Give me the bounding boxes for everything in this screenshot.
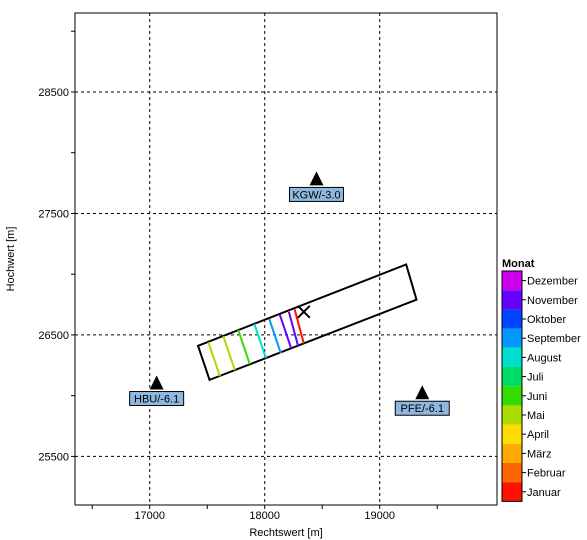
legend-swatch	[502, 290, 522, 310]
station-triangle-icon	[309, 171, 324, 186]
legend-label: Dezember	[527, 276, 578, 288]
y-tick-label: 27500	[38, 208, 69, 220]
plot-frame	[74, 12, 498, 506]
station-label: HBU/-6.1	[134, 394, 179, 406]
station-2: PFE/-6.1	[394, 385, 450, 416]
isochrone-line	[237, 329, 251, 365]
legend-label: Februar	[527, 468, 566, 480]
x-ticks: 17000 18000 19000	[91, 505, 438, 522]
legend-label: April	[527, 429, 549, 441]
x-tick-label: 19000	[364, 510, 395, 522]
legend-swatch	[502, 309, 522, 329]
x-tick-label: 17000	[134, 510, 165, 522]
isochrone-line	[207, 341, 221, 377]
legend-label: Juli	[527, 372, 544, 384]
station-1: HBU/-6.1	[129, 375, 185, 407]
station-label-box	[288, 186, 344, 202]
legend-swatch	[502, 443, 522, 463]
legend-swatch	[502, 405, 522, 425]
y-tick-label: 26500	[38, 330, 69, 342]
legend-swatch	[502, 271, 522, 291]
legend-swatch	[502, 367, 522, 387]
isochrone-line	[287, 311, 300, 347]
legend-swatch	[502, 424, 522, 444]
legend-label: Oktober	[527, 314, 566, 326]
legend-title: Monat	[502, 258, 535, 270]
y-tick-label: 28500	[38, 87, 69, 99]
station-0: KGW/-3.0	[288, 171, 344, 202]
legend-swatch	[502, 347, 522, 367]
isochrone-line	[268, 318, 282, 354]
station-label: KGW/-3.0	[292, 189, 340, 201]
station-triangle-icon	[149, 375, 164, 390]
model-area-polygon	[196, 263, 418, 382]
legend-label: März	[527, 448, 551, 460]
station-label: PFE/-6.1	[401, 403, 444, 415]
isochrone-line	[253, 323, 267, 359]
legend: Monat Dezember November Oktober September Aug…	[501, 258, 581, 502]
legend-swatch	[502, 328, 522, 348]
isochrone-line	[293, 309, 305, 344]
stations: KGW/-3.0 HBU/-6.1 PFE/-6.1	[129, 171, 450, 416]
y-axis-label: Hochwert [m]	[5, 227, 17, 292]
legend-swatch	[502, 463, 522, 483]
isochrone-line	[222, 335, 236, 371]
legend-label: September	[527, 333, 581, 345]
station-label-box	[129, 391, 185, 407]
station-triangle-icon	[415, 385, 430, 400]
legend-label: Januar	[527, 487, 561, 499]
legend-colorbar-frame	[501, 270, 523, 502]
y-ticks: 25500 26500 27500 28500	[38, 30, 75, 463]
legend-swatch	[502, 386, 522, 406]
legend-swatch	[502, 482, 522, 502]
plot-background	[75, 13, 497, 505]
x-axis-label: Rechtswert [m]	[249, 527, 322, 539]
legend-label: August	[527, 352, 561, 364]
legend-label: Mai	[527, 410, 545, 422]
x-tick-label: 18000	[249, 510, 280, 522]
station-label-box	[394, 400, 450, 416]
isochrone-line	[278, 313, 293, 349]
well-marker-x	[297, 305, 311, 319]
y-tick-label: 25500	[38, 451, 69, 463]
legend-label: Juni	[527, 391, 547, 403]
well-marker-stroke	[297, 305, 311, 319]
legend-label: November	[527, 295, 578, 307]
shapes	[196, 263, 418, 382]
